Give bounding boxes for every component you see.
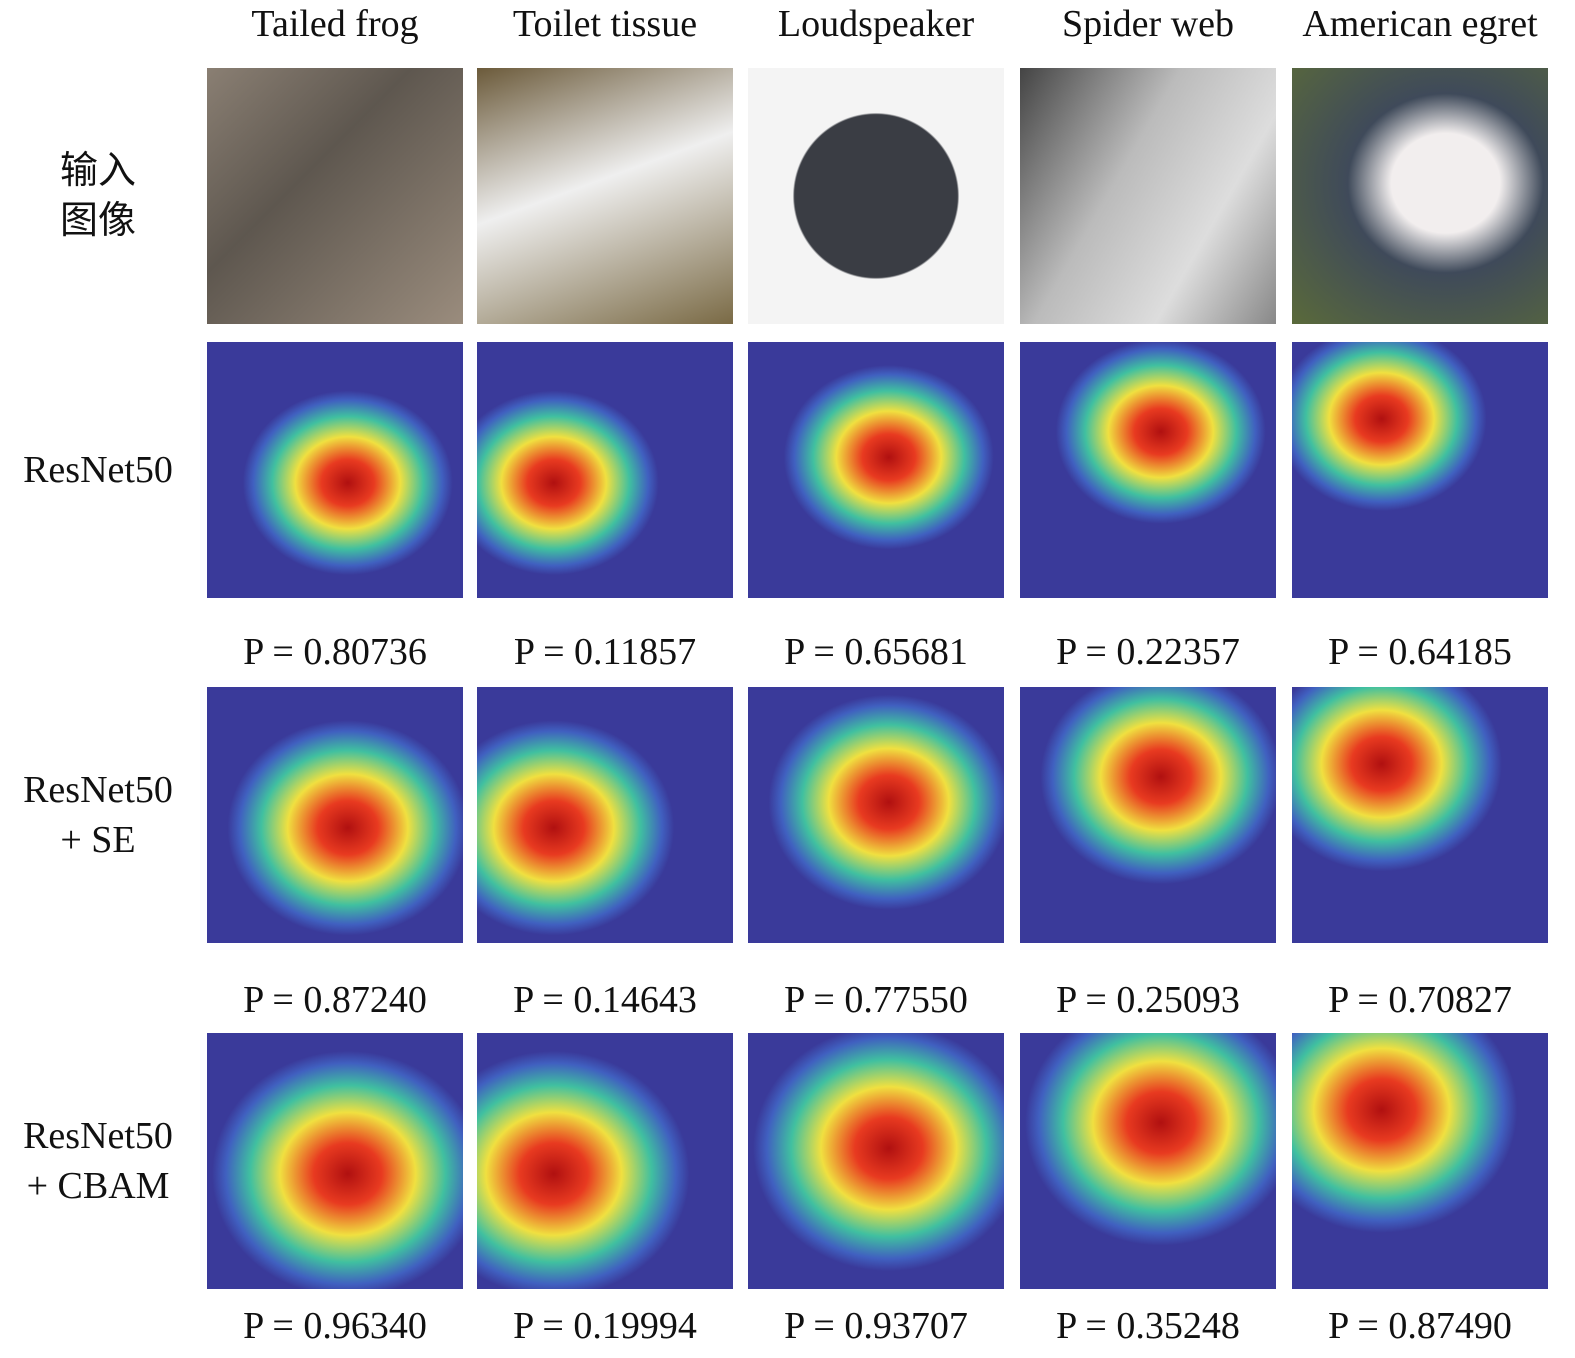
probability-label: P = 0.80736 <box>243 631 427 673</box>
row-label: + CBAM <box>26 1165 170 1207</box>
image <box>1292 68 1548 324</box>
probability-label: P = 0.77550 <box>784 979 968 1021</box>
row-label: 图像 <box>59 200 137 242</box>
image <box>477 1033 733 1289</box>
image <box>477 68 733 324</box>
probability-label: P = 0.11857 <box>513 631 697 673</box>
probability-label: P = 0.70827 <box>1328 979 1512 1021</box>
probability-label: P = 0.87240 <box>243 979 427 1021</box>
probability-label: P = 0.93707 <box>784 1305 968 1347</box>
image <box>748 342 1004 598</box>
column-title: Toilet tissue <box>512 3 698 45</box>
image <box>477 687 733 943</box>
column-title: Spider web <box>1061 3 1235 45</box>
image <box>1020 342 1276 598</box>
probability-label: P = 0.14643 <box>513 979 697 1021</box>
image <box>1020 687 1276 943</box>
image <box>748 687 1004 943</box>
probability-label: P = 0.25093 <box>1056 979 1240 1021</box>
image <box>207 68 463 324</box>
image <box>1292 1033 1548 1289</box>
image <box>207 687 463 943</box>
image <box>207 342 463 598</box>
image <box>748 68 1004 324</box>
probability-label: P = 0.19994 <box>513 1305 697 1347</box>
image <box>1020 68 1276 324</box>
probability-label: P = 0.22357 <box>1056 631 1240 673</box>
row-label: ResNet50 <box>23 1115 173 1157</box>
row-label: ResNet50 <box>23 769 173 811</box>
probability-label: P = 0.65681 <box>784 631 968 673</box>
row-label: + SE <box>60 819 136 861</box>
row-label: 输入 <box>59 150 137 192</box>
probability-label: P = 0.64185 <box>1328 631 1512 673</box>
probability-label: P = 0.87490 <box>1328 1305 1512 1347</box>
probability-label: P = 0.35248 <box>1056 1305 1240 1347</box>
row-label: ResNet50 <box>23 449 173 491</box>
image <box>207 1033 463 1289</box>
image <box>477 342 733 598</box>
image <box>1292 687 1548 943</box>
column-title: Tailed frog <box>251 3 419 45</box>
column-title: American egret <box>1302 3 1538 45</box>
probability-label: P = 0.96340 <box>243 1305 427 1347</box>
image <box>1020 1033 1276 1289</box>
column-title: Loudspeaker <box>777 3 975 45</box>
image <box>748 1033 1004 1289</box>
image <box>1292 342 1548 598</box>
